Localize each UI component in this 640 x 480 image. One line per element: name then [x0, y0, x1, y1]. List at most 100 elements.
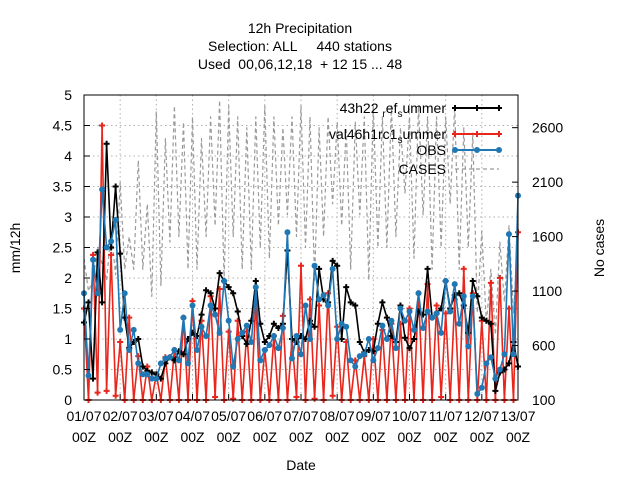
- x-tick-label-date: 05/07: [211, 408, 246, 424]
- y2-tick-label: 100: [532, 392, 556, 408]
- legend-label-part: val46h1rc1: [329, 126, 398, 142]
- grid-lines: [84, 95, 518, 400]
- legend-label-part: CASES: [399, 161, 446, 177]
- x-tick-label-date: 07/07: [283, 408, 318, 424]
- data-point: [496, 275, 503, 281]
- data-point: [216, 329, 223, 336]
- data-point: [108, 238, 115, 245]
- y-tick-label: 0: [64, 392, 72, 408]
- data-point: [279, 325, 286, 332]
- series-line: [83, 99, 519, 336]
- data-point: [343, 323, 350, 330]
- y-tick-label: 2.5: [53, 240, 73, 256]
- data-point: [483, 360, 490, 367]
- data-point: [469, 278, 476, 285]
- x-tick-label-date: 01/07: [66, 408, 101, 424]
- data-point: [496, 366, 503, 373]
- data-point: [90, 375, 97, 382]
- data-point: [166, 354, 173, 361]
- data-point: [438, 329, 445, 336]
- data-point: [505, 360, 512, 367]
- data-point: [406, 308, 413, 315]
- data-point: [347, 299, 354, 306]
- y2-tick-label: 1600: [532, 229, 563, 245]
- chart-title: 12h Precipitation Selection: ALL 440 sta…: [198, 20, 403, 72]
- data-point: [356, 339, 363, 346]
- data-point: [180, 351, 187, 358]
- data-point: [492, 387, 499, 394]
- data-point: [347, 357, 354, 364]
- data-point: [293, 393, 300, 400]
- data-point: [230, 363, 237, 370]
- data-point: [478, 384, 485, 391]
- data-point: [148, 375, 155, 382]
- legend-label-part: ummer: [402, 100, 446, 116]
- y2-tick-label: 2100: [532, 174, 563, 190]
- chart-title-line-2: Selection: ALL 440 stations: [208, 38, 392, 54]
- data-point: [334, 336, 341, 342]
- data-point: [234, 336, 241, 342]
- data-point: [225, 284, 232, 291]
- y-tick-label: 4: [64, 148, 72, 164]
- data-point: [505, 305, 512, 312]
- data-point: [397, 305, 404, 312]
- data-point: [460, 293, 467, 300]
- x-tick-label-date: 12/07: [464, 408, 499, 424]
- data-point: [162, 355, 169, 362]
- data-point: [207, 302, 214, 309]
- data-point: [230, 395, 237, 402]
- legend-swatch-marker: [496, 105, 502, 111]
- data-point: [379, 322, 386, 329]
- data-point: [153, 375, 160, 382]
- data-point: [225, 317, 232, 324]
- y2-axis-ticks: 100 600 1100 1600 2100 2600: [512, 120, 563, 408]
- x-tick-label-hour: 00Z: [217, 429, 242, 445]
- x-tick-label-date: 13/07: [500, 408, 535, 424]
- data-point: [442, 278, 449, 285]
- x-tick-label-date: 08/07: [320, 408, 355, 424]
- data-point: [325, 302, 332, 309]
- x-tick-label-hour: 00Z: [108, 429, 133, 445]
- data-point: [329, 257, 336, 264]
- data-point: [203, 332, 210, 339]
- legend-subscript: r: [382, 109, 386, 120]
- data-point: [424, 308, 431, 315]
- data-point: [230, 290, 237, 297]
- data-point: [198, 323, 205, 330]
- legend-label: 43h22 refsummer: [340, 100, 447, 120]
- data-point: [438, 393, 445, 400]
- y-tick-label: 1.5: [53, 301, 73, 317]
- x-tick-label-date: 10/07: [392, 408, 427, 424]
- data-point: [383, 314, 390, 321]
- data-point: [487, 279, 494, 286]
- y2-axis-label: No cases: [591, 219, 607, 277]
- y-tick-label: 2: [64, 270, 72, 286]
- data-point: [483, 317, 490, 324]
- data-point: [383, 336, 390, 342]
- data-point: [307, 336, 314, 342]
- x-tick-label-hour: 00Z: [506, 429, 531, 445]
- data-point: [388, 317, 395, 324]
- x-tick-label-hour: 00Z: [180, 429, 205, 445]
- data-point: [266, 342, 273, 349]
- data-point: [411, 336, 418, 342]
- legend-label: CASES: [399, 161, 446, 177]
- data-point: [420, 325, 427, 332]
- y-axis-ticks: 0 0.5 1 1.5 2 2.5 3 3.5 4 4.5 5: [53, 87, 90, 408]
- data-point: [175, 357, 182, 364]
- data-point: [379, 299, 386, 306]
- legend-label-part: ef: [386, 100, 398, 116]
- data-point: [108, 251, 115, 258]
- data-point: [487, 354, 494, 361]
- data-point: [189, 302, 196, 309]
- data-point: [212, 311, 219, 318]
- data-point: [194, 346, 201, 353]
- data-point: [90, 256, 97, 263]
- x-tick-label-hour: 00Z: [325, 429, 350, 445]
- data-point: [433, 302, 440, 309]
- data-point: [157, 360, 164, 367]
- data-point: [298, 262, 304, 269]
- data-point: [447, 308, 454, 315]
- data-point: [401, 334, 408, 341]
- data-point: [103, 387, 110, 394]
